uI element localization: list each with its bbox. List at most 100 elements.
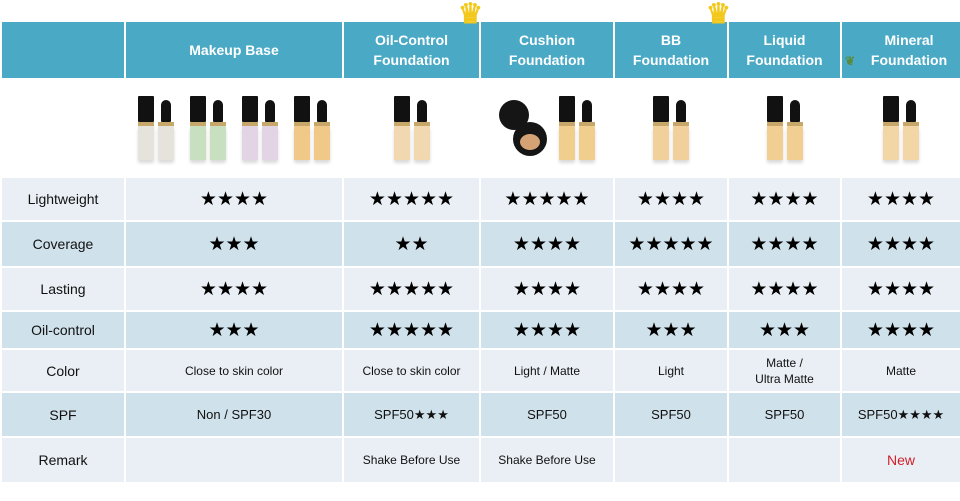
star-rating: ★★★★ <box>479 220 615 268</box>
product-image-row <box>0 78 960 178</box>
star-rating: ★★★★★ <box>342 176 481 222</box>
cell-value: Non / SPF30 <box>124 391 344 438</box>
star-rating: ★★ <box>342 220 481 268</box>
bottle-icon <box>314 96 330 160</box>
star-rating: ★★★★ <box>479 266 615 312</box>
product-image <box>124 78 344 178</box>
row-label: Color <box>0 348 126 393</box>
cell-value: Close to skin color <box>124 348 344 393</box>
cell-value: Light <box>613 348 729 393</box>
bottle-icon <box>559 96 575 160</box>
star-rating: ★★★★ <box>727 266 842 312</box>
table-row: Coverage ★★★ ★★ ★★★★ ★★★★★ ★★★★ ★★★★ <box>0 220 960 268</box>
column-header: ❦ Mineral Foundation <box>840 20 960 80</box>
star-rating: ★★★★★ <box>479 176 615 222</box>
bottle-icon <box>190 96 206 160</box>
bottle-icon <box>158 96 174 160</box>
column-header: Liquid Foundation <box>727 20 842 80</box>
bottle-icon <box>673 96 689 160</box>
bottle-icon <box>903 96 919 160</box>
bottle-icon <box>138 96 154 160</box>
bottle-icon <box>579 96 595 160</box>
product-image <box>479 78 615 178</box>
cell-value: Close to skin color <box>342 348 481 393</box>
bottle-icon <box>883 96 899 160</box>
star-rating: ★★★★★ <box>613 220 729 268</box>
bottle-icon <box>766 96 783 160</box>
crown-icon: ♛ <box>705 0 731 29</box>
row-label: Lightweight <box>0 176 126 222</box>
cell-value: Light / Matte <box>479 348 615 393</box>
leaf-icon: ❦ <box>844 53 856 68</box>
column-header: Makeup Base <box>124 20 344 80</box>
product-image <box>613 78 729 178</box>
bottle-icon <box>242 96 258 160</box>
cell-value: Matte <box>840 348 960 393</box>
table-row: Remark Shake Before Use Shake Before Use Ne… <box>0 436 960 484</box>
cell-value <box>613 436 729 484</box>
row-label: SPF <box>0 391 126 438</box>
star-rating: ★★★★ <box>727 220 842 268</box>
column-header: BB Foundation ♛ <box>613 0 731 80</box>
bottle-icon <box>786 96 803 160</box>
row-label: Remark <box>0 436 126 484</box>
cushion-compact-icon <box>499 100 551 160</box>
star-rating: ★★★★ <box>840 220 960 268</box>
star-rating: ★★★★ <box>840 176 960 222</box>
star-rating: ★★★★ <box>613 176 729 222</box>
cell-value: Shake Before Use <box>479 436 615 484</box>
cell-value: Matte / Ultra Matte <box>727 348 842 393</box>
table-row: Lasting ★★★★ ★★★★★ ★★★★ ★★★★ ★★★★ ★★★★ <box>0 266 960 312</box>
cell-value <box>124 436 344 484</box>
table-row: SPF Non / SPF30 SPF50★★★ SPF50 SPF50 SPF50 SPF… <box>0 391 960 438</box>
cell-value: SPF50★★★★ <box>840 391 960 438</box>
column-title: Oil-Control Foundation <box>373 32 450 68</box>
table-row: Lightweight ★★★★ ★★★★★ ★★★★★ ★★★★ ★★★★ ★★★★ <box>0 176 960 222</box>
star-rating: ★★★★★ <box>342 266 481 312</box>
star-rating: ★★★★ <box>840 266 960 312</box>
column-title: BB Foundation <box>632 32 710 68</box>
cell-value: SPF50 <box>613 391 729 438</box>
cell-value: SPF50 <box>727 391 842 438</box>
column-title: Makeup Base <box>189 42 279 58</box>
column-title: Cushion Foundation <box>508 32 586 68</box>
row-label: Oil-control <box>0 310 126 350</box>
star-rating: ★★★★ <box>840 310 960 350</box>
star-rating: ★★★★ <box>613 266 729 312</box>
column-title: Mineral Foundation <box>870 31 948 68</box>
bottle-icon <box>294 96 310 160</box>
row-label: Coverage <box>0 220 126 268</box>
header-corner <box>0 20 126 80</box>
bottle-icon <box>210 96 226 160</box>
column-header: Oil-Control Foundation ♛ <box>342 0 483 80</box>
star-rating: ★★★★ <box>479 310 615 350</box>
cell-value: SPF50★★★ <box>342 391 481 438</box>
bottle-icon <box>393 96 410 160</box>
star-rating: ★★★★ <box>727 176 842 222</box>
table-row: Oil-control ★★★ ★★★★★ ★★★★ ★★★ ★★★ ★★★★ <box>0 310 960 350</box>
star-rating: ★★★★ <box>124 266 344 312</box>
star-rating: ★★★★★ <box>342 310 481 350</box>
cell-value: Shake Before Use <box>342 436 481 484</box>
header-row: Makeup Base Oil-Control Foundation ♛ Cushio… <box>0 0 960 80</box>
bottle-icon <box>413 96 430 160</box>
bottle-icon <box>262 96 278 160</box>
star-rating: ★★★★ <box>124 176 344 222</box>
product-image <box>727 78 842 178</box>
star-rating: ★★★ <box>613 310 729 350</box>
cell-value <box>727 436 842 484</box>
product-image <box>342 78 481 178</box>
table-row: Color Close to skin color Close to skin co… <box>0 348 960 393</box>
foundation-comparison-table: Makeup Base Oil-Control Foundation ♛ Cushio… <box>0 0 960 484</box>
column-header: Cushion Foundation <box>479 20 615 80</box>
star-rating: ★★★ <box>124 220 344 268</box>
cell-value: SPF50 <box>479 391 615 438</box>
image-row-label <box>0 78 126 178</box>
bottle-icon <box>653 96 669 160</box>
row-label: Lasting <box>0 266 126 312</box>
cell-value: New <box>840 436 960 484</box>
crown-icon: ♛ <box>457 0 483 29</box>
column-title: Liquid Foundation <box>746 32 823 68</box>
star-rating: ★★★ <box>124 310 344 350</box>
product-image <box>840 78 960 178</box>
